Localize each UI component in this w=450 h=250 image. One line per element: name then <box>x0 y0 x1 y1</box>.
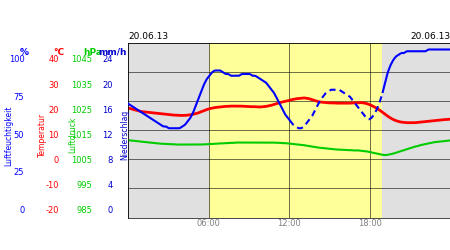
Text: 100: 100 <box>9 56 24 64</box>
Text: 75: 75 <box>14 93 24 102</box>
Text: 24: 24 <box>102 56 113 64</box>
Text: 1015: 1015 <box>72 131 92 140</box>
Text: 50: 50 <box>14 131 24 140</box>
Text: 8: 8 <box>108 156 113 165</box>
Text: 10: 10 <box>49 131 59 140</box>
Text: Niederschlag: Niederschlag <box>120 110 129 160</box>
Text: 0: 0 <box>19 206 24 215</box>
Text: mm/h: mm/h <box>99 48 127 57</box>
Text: 20.06.13: 20.06.13 <box>128 32 168 41</box>
Text: 40: 40 <box>49 56 59 64</box>
Text: Luftfeuchtigkeit: Luftfeuchtigkeit <box>4 105 13 166</box>
Bar <box>209 42 382 218</box>
Text: hPa: hPa <box>83 48 102 57</box>
Text: 995: 995 <box>76 181 92 190</box>
Text: 1035: 1035 <box>71 80 92 90</box>
Text: 1045: 1045 <box>72 56 92 64</box>
Text: 1005: 1005 <box>72 156 92 165</box>
Bar <box>382 42 450 218</box>
Text: -20: -20 <box>45 206 59 215</box>
Text: 12: 12 <box>102 131 113 140</box>
Text: 30: 30 <box>48 80 59 90</box>
Bar <box>128 42 209 218</box>
Text: 20: 20 <box>102 80 113 90</box>
Text: 0: 0 <box>108 206 113 215</box>
Text: 4: 4 <box>108 181 113 190</box>
Text: 1025: 1025 <box>72 106 92 115</box>
Text: 16: 16 <box>102 106 113 115</box>
Text: %: % <box>20 48 29 57</box>
Text: 20: 20 <box>49 106 59 115</box>
Text: °C: °C <box>54 48 64 57</box>
Text: 985: 985 <box>76 206 92 215</box>
Text: Temperatur: Temperatur <box>38 113 47 157</box>
Text: Luftdruck: Luftdruck <box>68 117 77 154</box>
Text: 0: 0 <box>54 156 59 165</box>
Text: -10: -10 <box>45 181 59 190</box>
Text: 25: 25 <box>14 168 24 177</box>
Text: 20.06.13: 20.06.13 <box>410 32 450 41</box>
